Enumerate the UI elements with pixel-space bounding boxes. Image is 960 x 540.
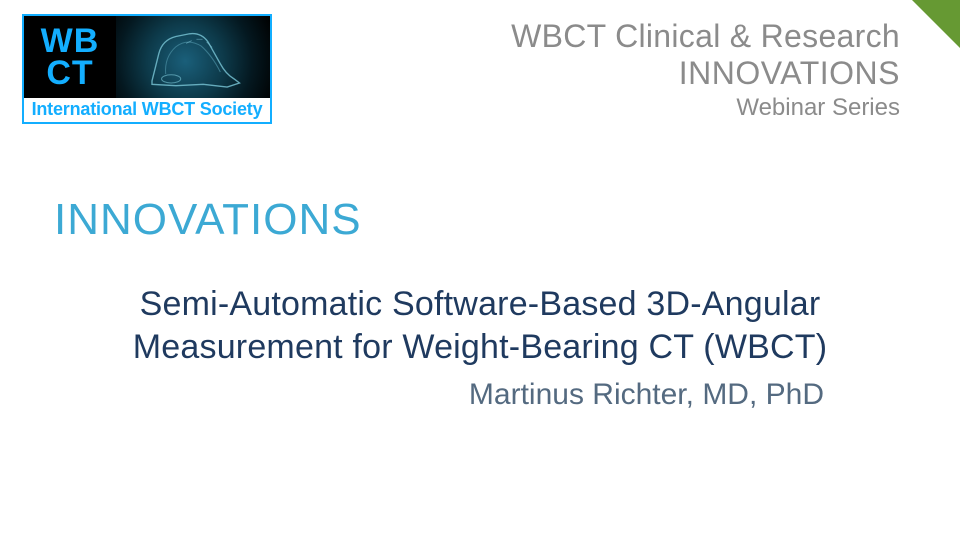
logo-caption: International WBCT Society <box>22 98 272 124</box>
series-line2: INNOVATIONS <box>511 55 900 92</box>
title-line1: Semi-Automatic Software-Based 3D-Angular <box>140 285 821 323</box>
corner-accent <box>912 0 960 48</box>
logo-letters: WB CT <box>24 16 116 98</box>
logo-line2: CT <box>46 57 93 89</box>
title-line2: Measurement for Weight-Bearing CT (WBCT) <box>133 328 828 366</box>
section-label: INNOVATIONS <box>54 195 912 245</box>
main-content: INNOVATIONS Semi-Automatic Software-Base… <box>0 195 960 412</box>
presenter-name: Martinus Richter, MD, PhD <box>48 378 912 412</box>
society-logo: WB CT International WBCT Society <box>22 14 272 124</box>
series-line1: WBCT Clinical & Research <box>511 18 900 55</box>
foot-scan-icon <box>116 16 270 98</box>
logo-line1: WB <box>41 25 100 57</box>
talk-title: Semi-Automatic Software-Based 3D-Angular… <box>48 283 912 368</box>
series-header: WBCT Clinical & Research INNOVATIONS Web… <box>511 18 900 122</box>
series-line3: Webinar Series <box>511 94 900 122</box>
logo-top: WB CT <box>22 14 272 98</box>
